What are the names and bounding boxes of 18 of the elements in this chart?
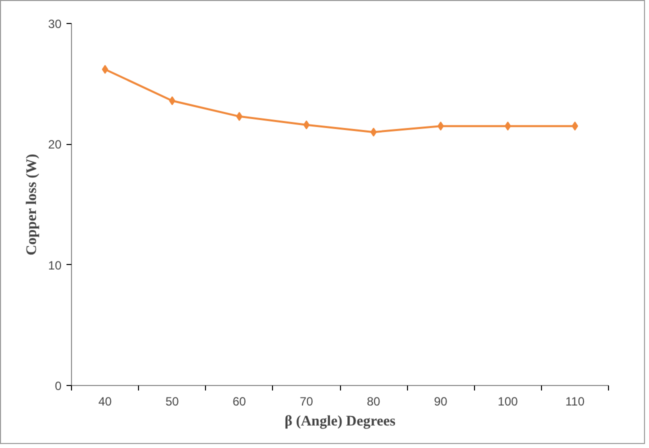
x-tick-label: 90 [434, 394, 448, 408]
x-tick-label: 80 [366, 394, 381, 408]
y-tick-label: 10 [48, 258, 62, 272]
point [102, 64, 108, 74]
point [303, 120, 310, 130]
x-tick-label: 50 [166, 394, 180, 408]
x-tick-label: 70 [300, 394, 314, 408]
point [572, 122, 578, 131]
x-tick-label: 110 [565, 394, 585, 408]
y-tick-label: 20 [48, 138, 62, 152]
y-axis-title: Copper loss (W) [24, 154, 40, 256]
y-tick-label: 30 [48, 17, 62, 31]
x-tick-label: 100 [498, 394, 518, 408]
point [370, 128, 377, 137]
x-tick-label: 40 [98, 394, 112, 408]
x-tick-label: 60 [232, 394, 246, 408]
x-axis-title: β (Angle) Degrees [284, 414, 396, 430]
y-tick-label: 0 [54, 379, 62, 393]
